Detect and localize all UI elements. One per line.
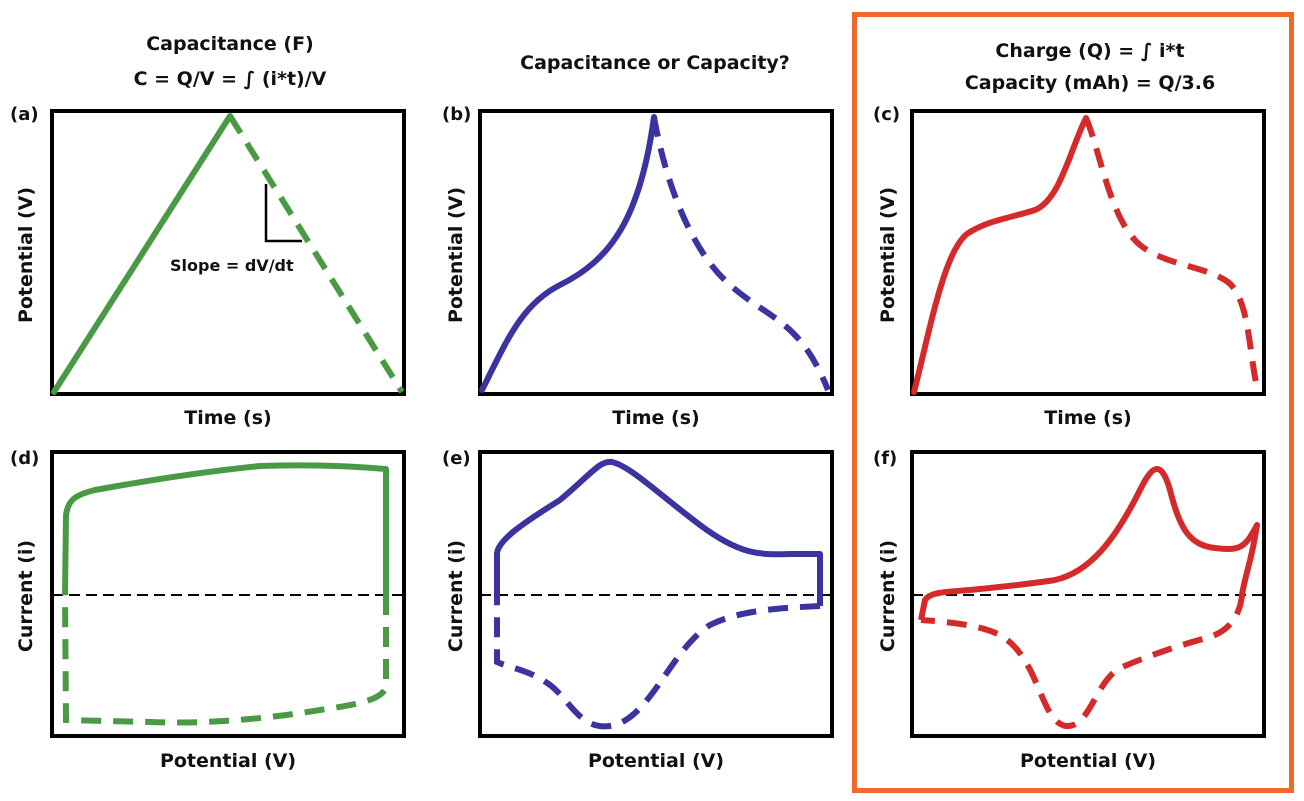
panel-frame-a <box>50 109 406 396</box>
title-capacitance: Capacitance (F) <box>146 33 314 55</box>
curve-a-discharge <box>227 114 405 394</box>
slope-triangle <box>264 184 302 243</box>
panel-label-a: (a) <box>10 104 39 125</box>
curve-e-cathodic <box>494 595 821 730</box>
highlight-box <box>852 12 1294 793</box>
title-capacitance-or-capacity: Capacitance or Capacity? <box>520 52 790 74</box>
title-capacitance-formula: C = Q/V = ∫ (i*t)/V <box>133 68 327 90</box>
xlabel-f: Potential (V) <box>1019 750 1157 772</box>
xlabel-e: Potential (V) <box>587 750 725 772</box>
curve-d-anodic <box>62 462 389 596</box>
curve-f-anodic <box>918 466 1260 621</box>
slope-annotation: Slope = dV/dt <box>170 256 294 275</box>
curve-b-charge <box>479 114 657 393</box>
title-charge-formula: Charge (Q) = ∫ i*t <box>995 40 1185 62</box>
curve-e-anodic <box>494 458 823 606</box>
panel-label-f: (f) <box>873 448 898 469</box>
xlabel-d: Potential (V) <box>159 750 297 772</box>
curve-f-cathodic <box>920 594 1245 729</box>
panel-frame-c <box>910 109 1266 396</box>
curve-c-discharge <box>1083 116 1261 393</box>
panel-label-c: (c) <box>873 104 901 125</box>
curve-a-charge <box>51 113 233 395</box>
curve-b-discharge <box>651 116 831 392</box>
curve-c-charge <box>911 115 1089 395</box>
curve-d-cathodic <box>62 594 389 726</box>
panel-label-b: (b) <box>442 104 472 125</box>
xlabel-b: Time (s) <box>612 407 700 429</box>
xlabel-c: Time (s) <box>1044 407 1132 429</box>
panel-label-d: (d) <box>10 448 40 469</box>
panel-label-e: (e) <box>442 448 471 469</box>
panel-frame-b <box>478 109 834 396</box>
title-capacity-formula: Capacity (mAh) = Q/3.6 <box>964 72 1216 94</box>
xlabel-a: Time (s) <box>184 407 272 429</box>
